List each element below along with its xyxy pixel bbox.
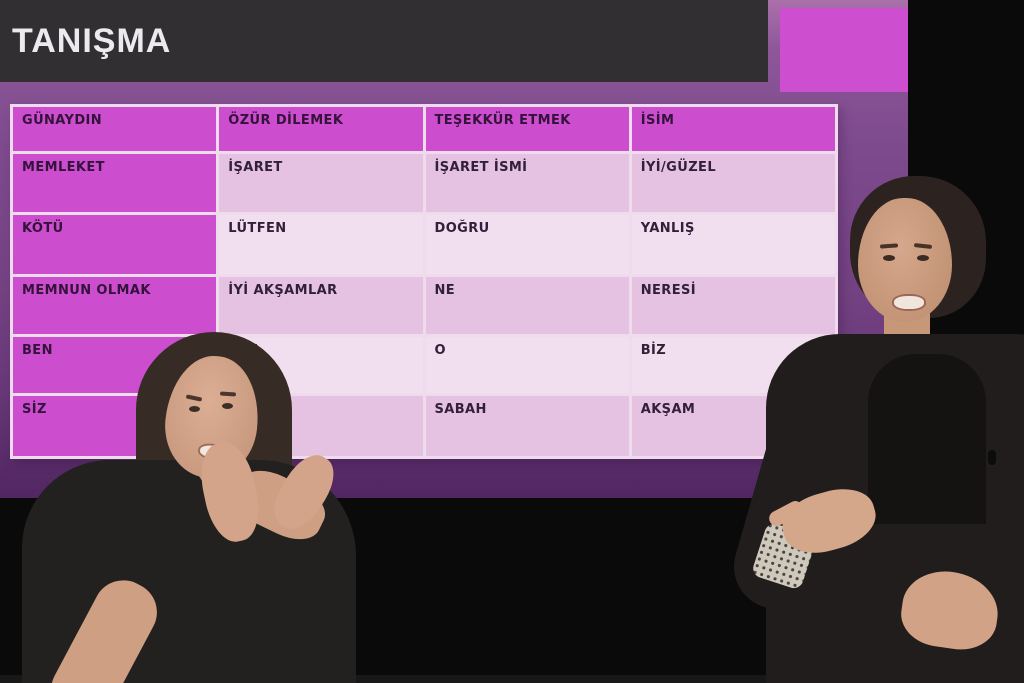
slide-accent-square (780, 8, 908, 92)
table-header-cell: İSİM (631, 107, 835, 151)
table-cell: NE (425, 277, 629, 334)
presenter-shirt (868, 354, 986, 524)
table-header-cell: GÜNAYDIN (13, 107, 217, 151)
interpreter-eye (189, 406, 200, 412)
table-cell: NERESİ (631, 277, 835, 334)
microphone-icon (988, 450, 996, 465)
table-cell: İŞARET (219, 154, 423, 212)
table-cell: İŞARET İSMİ (425, 154, 629, 212)
presenter-smile (892, 294, 926, 311)
table-header-cell: ÖZÜR DİLEMEK (219, 107, 423, 151)
table-cell: LÜTFEN (219, 215, 423, 274)
table-cell: DOĞRU (425, 215, 629, 274)
presenter-eye (883, 255, 895, 261)
presenter-eye (917, 255, 929, 261)
table-row-label: MEMNUN OLMAK (13, 277, 217, 334)
table-cell: O (425, 337, 629, 393)
table-cell: YANLIŞ (631, 215, 835, 274)
slide-title: TANIŞMA (12, 21, 172, 60)
table-cell: İYİ AKŞAMLAR (219, 277, 423, 334)
floor-strip (0, 675, 1024, 683)
table-cell: SABAH (425, 396, 629, 456)
table-cell: İYİ/GÜZEL (631, 154, 835, 212)
table-row-label: MEMLEKET (13, 154, 217, 212)
interpreter-eye (222, 403, 233, 409)
table-row-label: KÖTÜ (13, 215, 217, 274)
slide-title-bar: TANIŞMA (0, 0, 768, 82)
presenter (724, 176, 1024, 683)
sign-language-interpreter (22, 332, 356, 683)
table-header-cell: TEŞEKKÜR ETMEK (425, 107, 629, 151)
